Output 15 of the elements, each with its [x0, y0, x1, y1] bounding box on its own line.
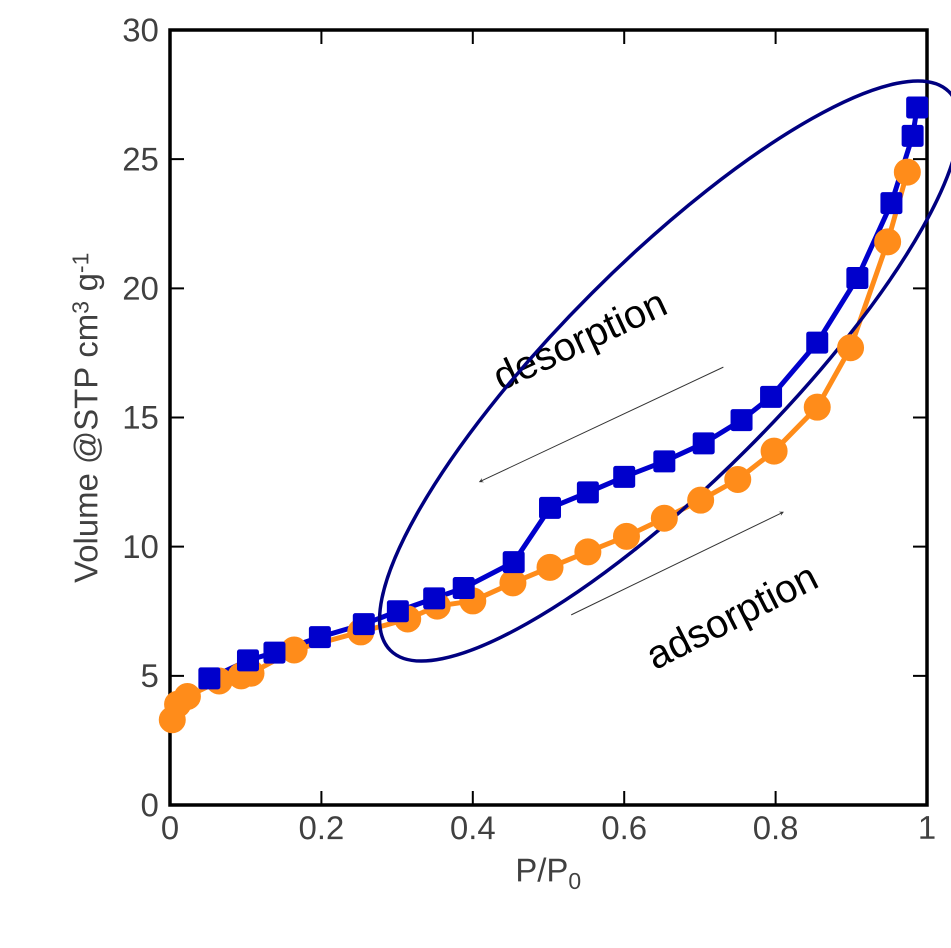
y-tick-label: 10 [124, 535, 158, 558]
y-tick-label: 20 [124, 276, 158, 300]
y-tick-label: 25 [124, 148, 158, 171]
y-tick-label: 15 [124, 406, 158, 429]
x-tick-label: 0.4 [451, 816, 495, 840]
y-axis-title: Volume @STP cm$^{3}$ g$^{-1}$ [72, 254, 104, 583]
x-tick-label: 0.8 [754, 816, 798, 840]
x-axis-title: P/P$_{0}$ [518, 858, 580, 890]
y-tick-label: 0 [142, 793, 158, 817]
y-tick-label: 30 [124, 18, 158, 42]
x-tick-label: 0.6 [602, 816, 646, 840]
x-tick-label: 1 [920, 816, 935, 839]
y-tick-label: 5 [142, 664, 158, 688]
x-tick-label: 0 [162, 816, 178, 840]
x-tick-label: 0.2 [300, 816, 343, 840]
